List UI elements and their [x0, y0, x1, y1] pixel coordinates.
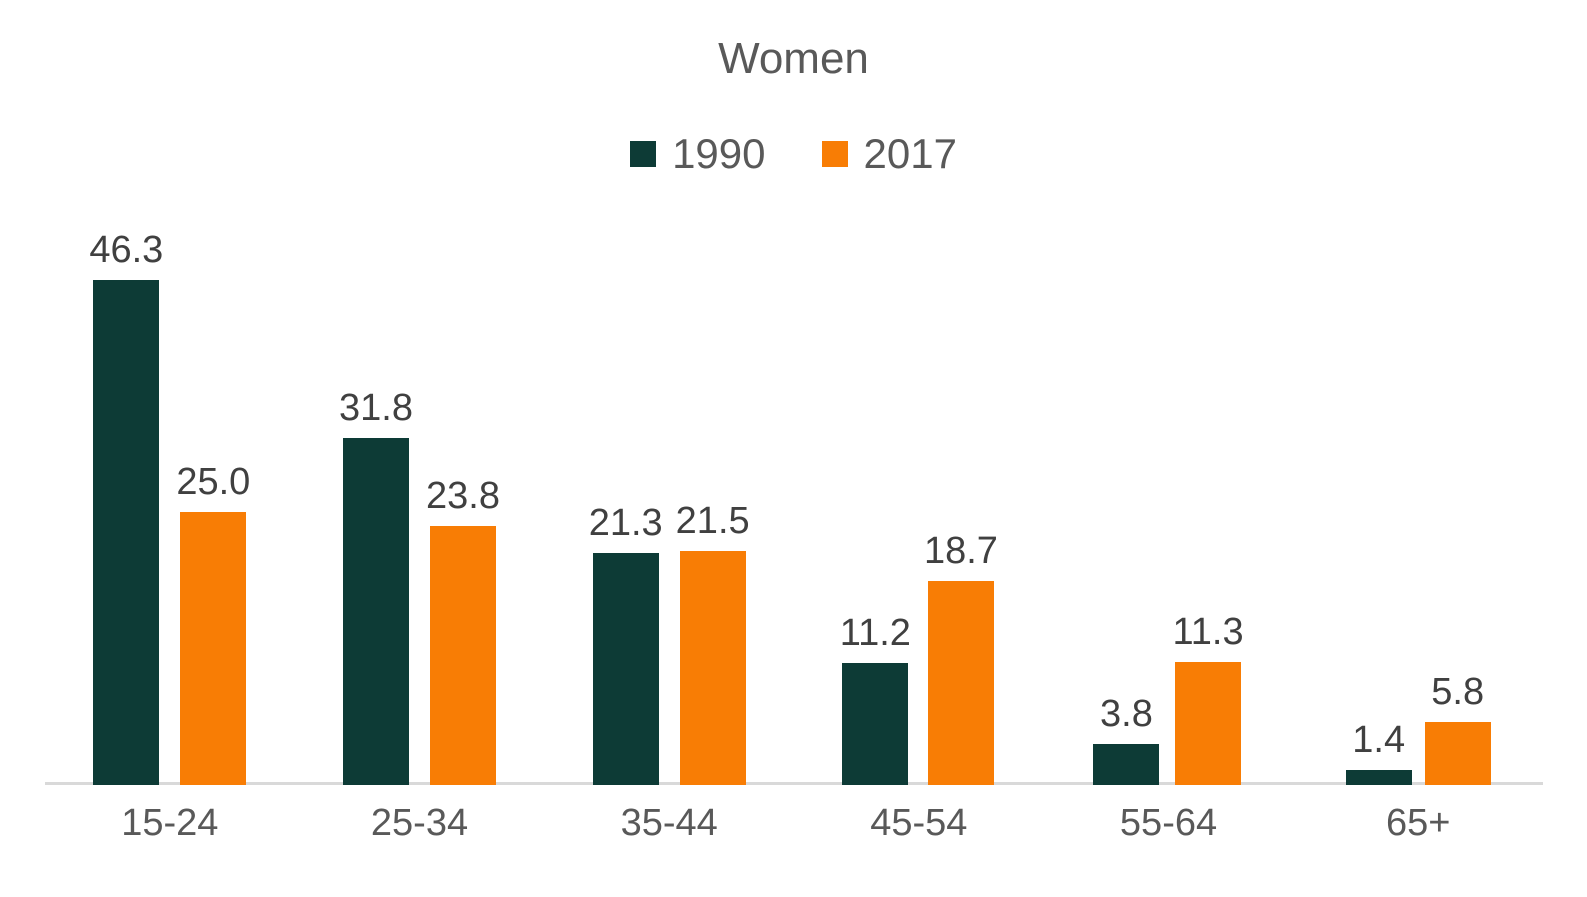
bar-group-15-24: 46.3 25.0 — [45, 229, 295, 785]
bar-group-65+: 1.4 5.8 — [1293, 671, 1543, 785]
value-label-2017-65+: 5.8 — [1431, 671, 1485, 714]
x-axis-label-45-54: 45-54 — [870, 802, 968, 844]
bar-1990-25-34 — [343, 438, 410, 785]
bar-group-55-64: 3.8 11.3 — [1044, 611, 1294, 785]
value-label-1990-35-44: 21.3 — [588, 502, 663, 545]
bar-wrap-1990-45-54: 11.2 — [839, 612, 911, 785]
value-label-2017-55-64: 11.3 — [1172, 611, 1244, 654]
bar-1990-45-54 — [842, 663, 909, 785]
bar-wrap-1990-65+: 1.4 — [1345, 719, 1412, 785]
legend-item-2017: 2017 — [821, 130, 957, 178]
bar-2017-25-34 — [429, 526, 496, 785]
x-axis-label-55-64: 55-64 — [1119, 802, 1218, 844]
legend-item-1990: 1990 — [630, 130, 766, 178]
legend-label-1990: 1990 — [672, 130, 766, 177]
value-label-1990-25-34: 31.8 — [339, 387, 413, 430]
legend-swatch-1990-icon — [630, 141, 657, 167]
bar-wrap-1990-55-64: 3.8 — [1093, 693, 1160, 785]
x-axis-label-25-34: 25-34 — [370, 802, 469, 844]
bar-group-35-44: 21.3 21.5 — [544, 500, 794, 785]
chart-title: Women — [718, 34, 869, 83]
bar-1990-55-64 — [1093, 744, 1160, 785]
x-axis-labels: 15-24 25-34 35-44 45-54 55-64 65+ — [45, 802, 1543, 845]
value-label-2017-15-24: 25.0 — [176, 461, 251, 504]
bar-wrap-2017-65+: 5.8 — [1424, 671, 1491, 785]
legend-label-2017: 2017 — [863, 130, 957, 177]
bar-2017-15-24 — [180, 512, 247, 785]
bar-1990-65+ — [1345, 770, 1412, 785]
value-label-2017-25-34: 23.8 — [426, 475, 500, 518]
bar-group-25-34: 31.8 23.8 — [295, 387, 545, 785]
legend-swatch-2017-icon — [821, 141, 848, 167]
bar-2017-35-44 — [679, 551, 746, 785]
x-axis-line — [45, 782, 1543, 785]
bar-wrap-2017-35-44: 21.5 — [675, 500, 750, 785]
x-axis-label-35-44: 35-44 — [620, 802, 718, 844]
bar-2017-45-54 — [927, 581, 994, 785]
bar-1990-15-24 — [93, 280, 160, 785]
value-label-1990-15-24: 46.3 — [89, 229, 164, 272]
x-axis-label-15-24: 15-24 — [121, 802, 219, 844]
bar-1990-35-44 — [592, 553, 659, 785]
bar-wrap-2017-55-64: 11.3 — [1172, 611, 1244, 785]
legend: 1990 2017 — [0, 130, 1587, 178]
bar-wrap-2017-45-54: 18.7 — [923, 530, 998, 785]
bar-wrap-2017-25-34: 23.8 — [426, 475, 500, 785]
bar-group-45-54: 11.2 18.7 — [794, 530, 1044, 785]
bar-wrap-1990-35-44: 21.3 — [588, 502, 663, 785]
value-label-1990-55-64: 3.8 — [1100, 693, 1153, 736]
bar-wrap-1990-15-24: 46.3 — [89, 229, 164, 785]
value-label-1990-65+: 1.4 — [1352, 719, 1406, 762]
bar-2017-65+ — [1424, 722, 1491, 785]
bar-wrap-2017-15-24: 25.0 — [176, 461, 251, 785]
value-label-2017-45-54: 18.7 — [923, 530, 998, 573]
value-label-2017-35-44: 21.5 — [675, 500, 750, 543]
bar-groups: 46.3 25.0 31.8 23.8 21.3 21.5 11.2 18.7 3.8 11.3 1… — [45, 229, 1543, 785]
bar-2017-55-64 — [1175, 662, 1242, 785]
value-label-1990-45-54: 11.2 — [839, 612, 911, 655]
bar-wrap-1990-25-34: 31.8 — [339, 387, 413, 785]
x-axis-label-65+: 65+ — [1385, 802, 1451, 844]
plot-area: 46.3 25.0 31.8 23.8 21.3 21.5 11.2 18.7 3.8 11.3 1… — [45, 229, 1543, 785]
